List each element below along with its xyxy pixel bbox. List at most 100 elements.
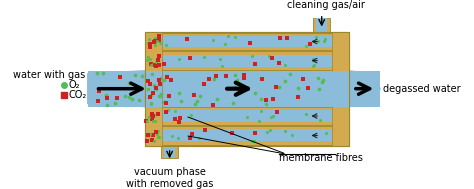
Point bbox=[224, 34, 231, 37]
Bar bbox=[145, 32, 349, 146]
Point bbox=[304, 87, 312, 90]
Point bbox=[164, 109, 172, 112]
Point bbox=[257, 98, 264, 101]
Point bbox=[213, 74, 220, 77]
Bar bbox=[145, 71, 162, 107]
Point bbox=[155, 35, 163, 38]
Point bbox=[145, 80, 152, 83]
Point bbox=[161, 101, 168, 104]
Point bbox=[162, 44, 170, 47]
Text: degassed water: degassed water bbox=[383, 84, 461, 94]
Point bbox=[266, 129, 273, 132]
Point bbox=[228, 131, 236, 134]
Point bbox=[149, 115, 157, 118]
Point bbox=[147, 102, 155, 105]
Point bbox=[143, 119, 150, 122]
Point bbox=[288, 134, 296, 137]
Point bbox=[161, 62, 168, 65]
Point bbox=[148, 139, 155, 142]
Point bbox=[197, 94, 204, 97]
Point bbox=[200, 56, 208, 59]
Point bbox=[138, 74, 146, 77]
Text: water with gas: water with gas bbox=[13, 70, 85, 80]
Point bbox=[144, 55, 151, 58]
Point bbox=[150, 134, 157, 137]
Point bbox=[146, 46, 154, 49]
Point bbox=[148, 113, 155, 116]
Point bbox=[210, 77, 218, 80]
Point bbox=[270, 115, 277, 118]
Point bbox=[315, 87, 322, 90]
Point bbox=[151, 120, 159, 123]
Point bbox=[144, 134, 152, 137]
Point bbox=[183, 38, 191, 41]
Point bbox=[148, 118, 156, 121]
Point bbox=[251, 131, 259, 134]
Point bbox=[240, 73, 247, 76]
Point bbox=[317, 118, 324, 121]
Point bbox=[213, 97, 221, 100]
Point bbox=[146, 43, 154, 46]
Point bbox=[94, 100, 101, 103]
Point bbox=[231, 86, 239, 89]
Point bbox=[281, 80, 288, 83]
Point bbox=[201, 83, 208, 86]
Point bbox=[155, 79, 163, 82]
Point bbox=[154, 132, 161, 135]
Point bbox=[150, 113, 158, 116]
Point bbox=[149, 133, 156, 136]
Point bbox=[246, 42, 254, 45]
Point bbox=[273, 111, 281, 114]
Point bbox=[275, 61, 283, 64]
Point bbox=[315, 39, 322, 42]
Point bbox=[143, 58, 151, 61]
Point bbox=[248, 139, 256, 142]
Bar bbox=[316, 18, 327, 32]
Point bbox=[258, 77, 265, 80]
Point bbox=[114, 96, 121, 99]
Point bbox=[257, 110, 265, 113]
Point bbox=[156, 41, 164, 44]
Point bbox=[240, 77, 247, 80]
Bar bbox=[349, 71, 380, 107]
Polygon shape bbox=[88, 71, 145, 107]
Point bbox=[156, 94, 164, 98]
Point bbox=[146, 133, 154, 136]
Point bbox=[310, 64, 317, 67]
Point bbox=[320, 39, 328, 42]
Point bbox=[267, 116, 274, 119]
Point bbox=[152, 63, 159, 66]
Bar bbox=[145, 32, 349, 146]
Point bbox=[222, 74, 229, 77]
Point bbox=[152, 36, 159, 39]
Point bbox=[190, 93, 198, 96]
Point bbox=[193, 100, 201, 103]
Point bbox=[186, 57, 194, 60]
Point bbox=[161, 78, 168, 81]
Point bbox=[111, 101, 119, 104]
Point bbox=[248, 54, 255, 57]
Point bbox=[162, 101, 170, 104]
Point bbox=[269, 98, 277, 101]
Point bbox=[93, 72, 100, 75]
Point bbox=[152, 60, 160, 64]
Point bbox=[128, 97, 136, 100]
Point bbox=[152, 44, 159, 47]
Point bbox=[152, 87, 160, 90]
Point bbox=[244, 116, 251, 119]
Point bbox=[221, 42, 229, 45]
Point bbox=[275, 86, 283, 89]
Point bbox=[155, 39, 163, 42]
Point bbox=[209, 103, 217, 106]
Point bbox=[175, 120, 183, 123]
Point bbox=[147, 63, 155, 66]
Point bbox=[310, 63, 318, 66]
Point bbox=[174, 137, 182, 140]
Point bbox=[264, 130, 271, 133]
Point bbox=[281, 64, 288, 67]
Point bbox=[177, 100, 185, 103]
Point bbox=[294, 95, 301, 98]
Point bbox=[172, 117, 179, 120]
Point bbox=[117, 75, 124, 78]
Point bbox=[125, 95, 133, 98]
